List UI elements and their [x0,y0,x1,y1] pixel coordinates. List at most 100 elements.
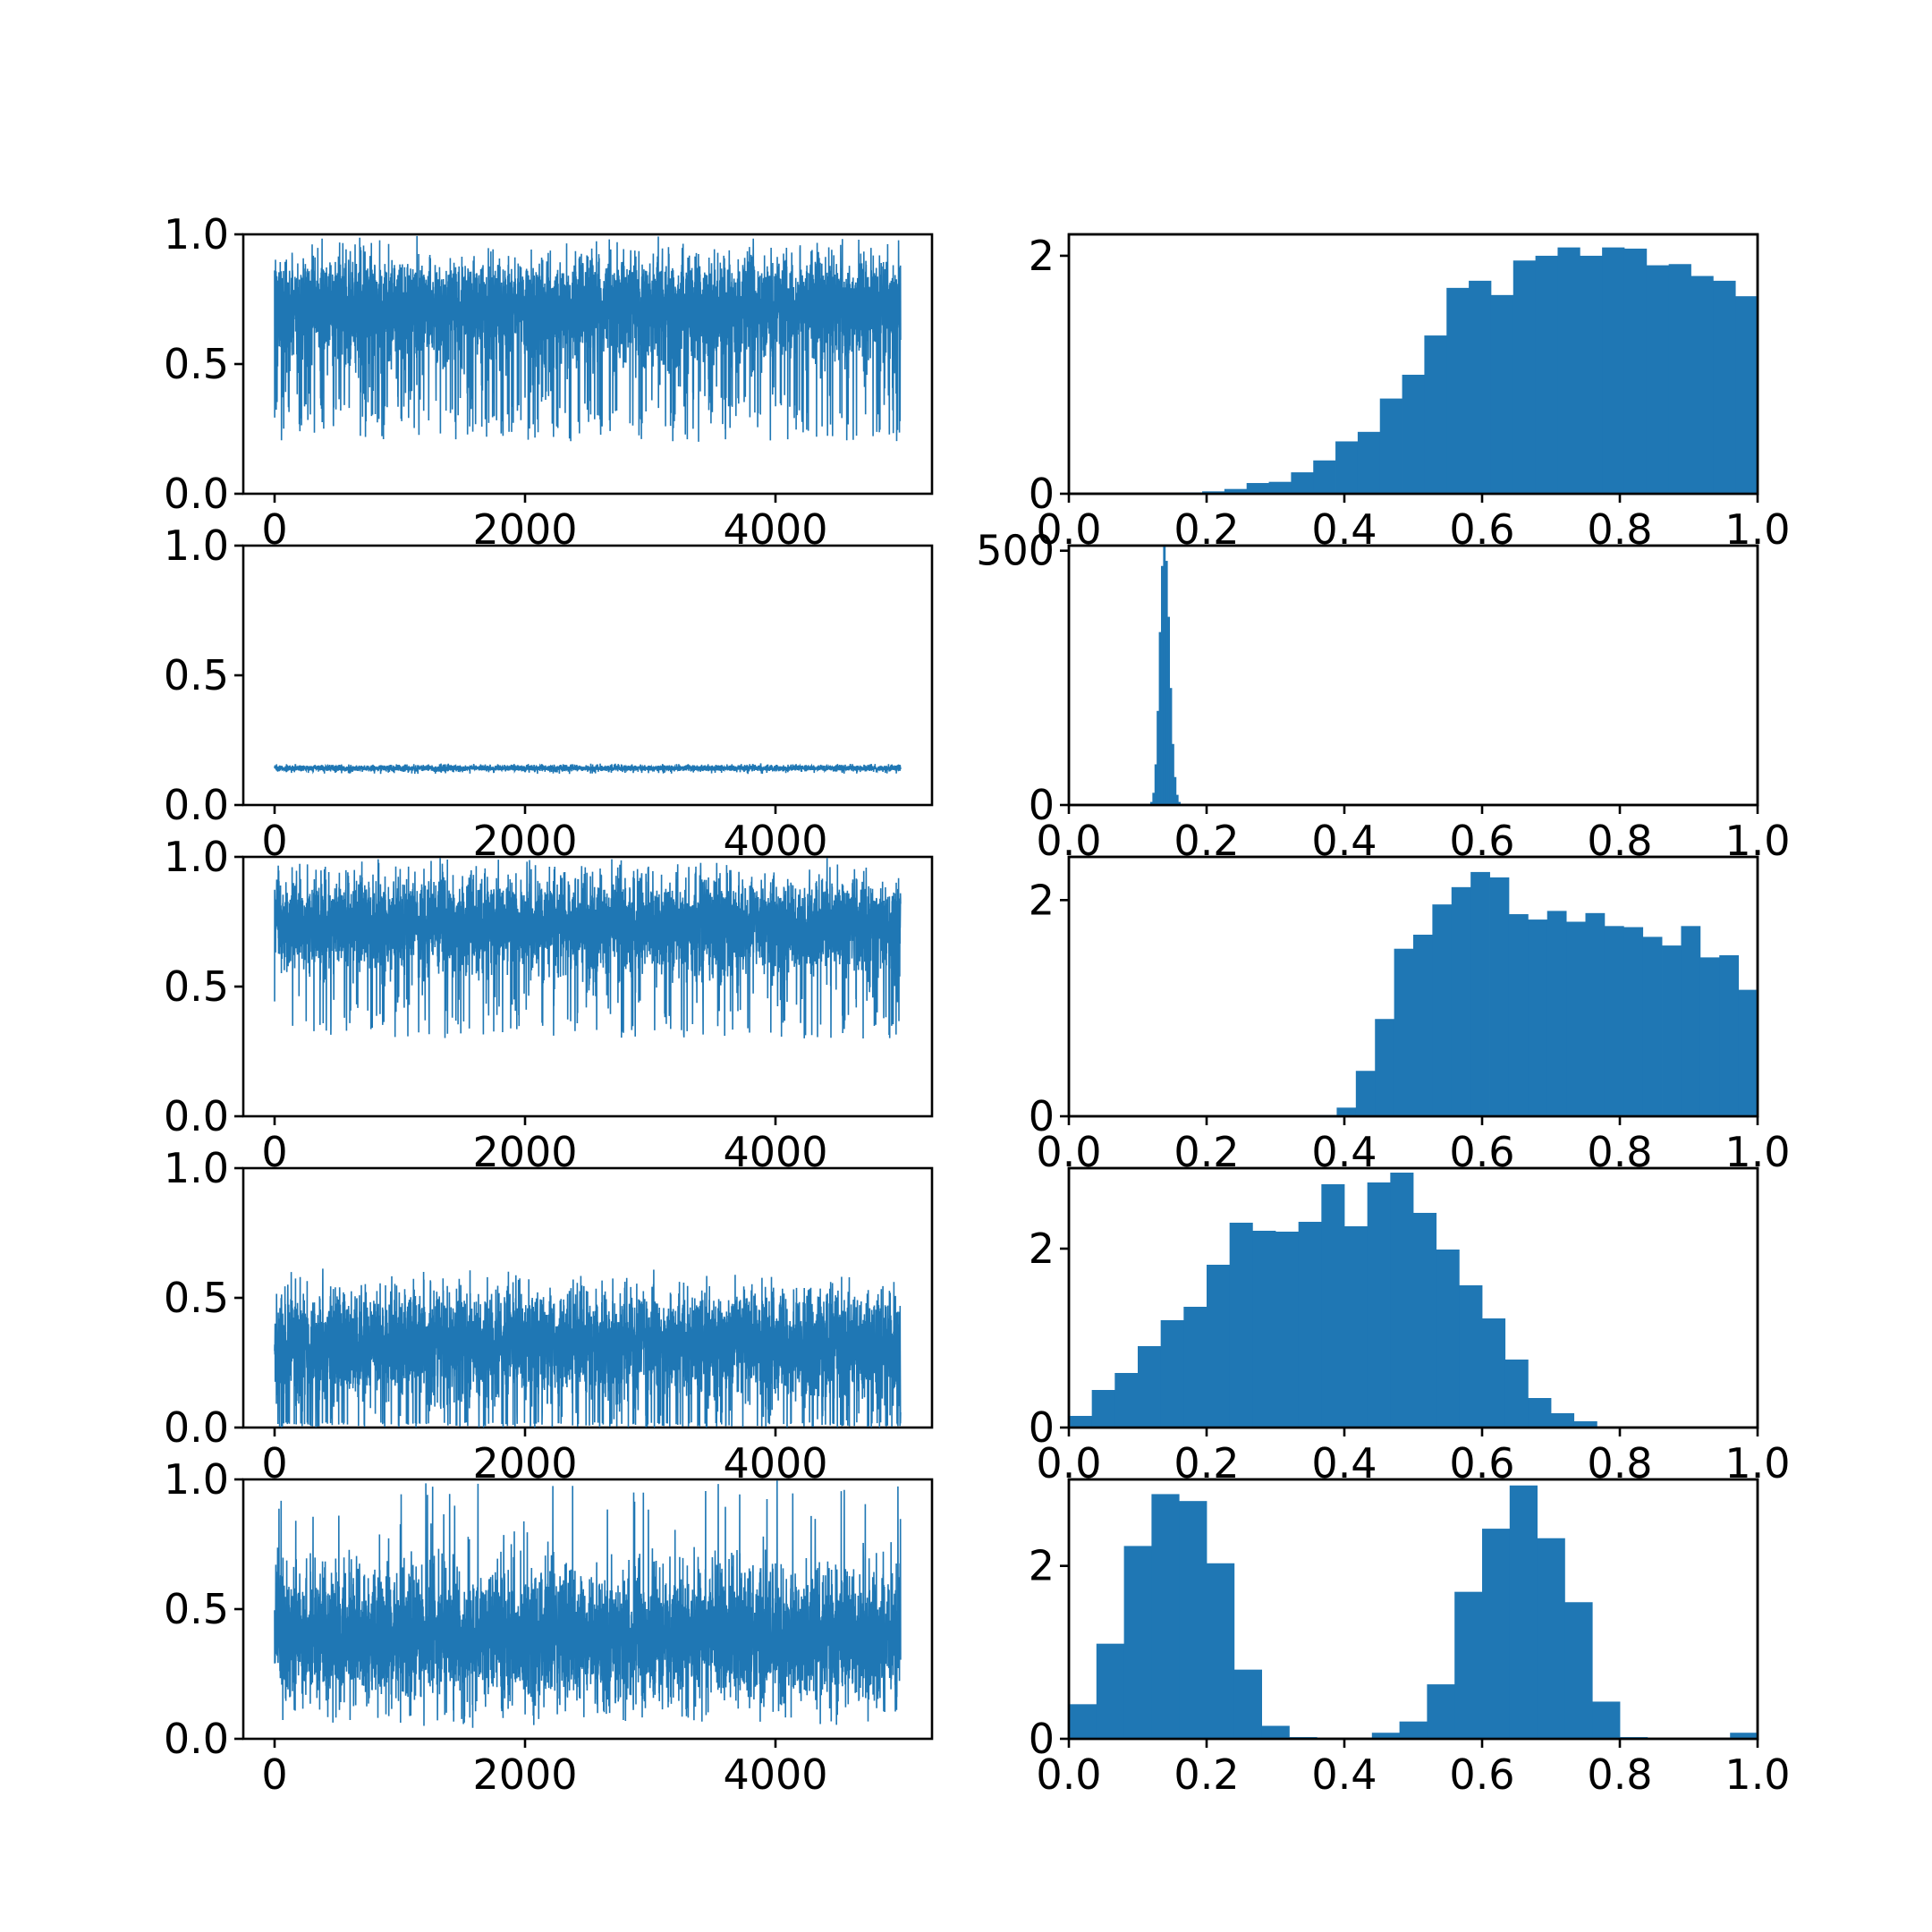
histogram-bar [1662,945,1682,1116]
histogram-bar [1114,1373,1139,1428]
axes-frame-overlay [1067,1166,1759,1429]
trace-line [274,858,902,1039]
histogram-bar [1399,1721,1428,1739]
histogram-bar [1344,1226,1368,1428]
histogram-bar [1482,1318,1506,1428]
histogram-bar [1149,801,1153,805]
histogram-bar [1069,1416,1093,1428]
histogram-bar [1163,546,1166,805]
histogram-bar [1252,1231,1276,1428]
histogram-bar [1564,1602,1593,1739]
y-tick-label: 1.0 [164,833,229,881]
histogram-bar [1246,483,1269,494]
histogram-bar [1490,294,1514,494]
histogram-bar [1623,248,1648,494]
histogram-bar [1123,1546,1152,1739]
histogram-bar [1566,921,1586,1116]
histogram-bar [1642,936,1663,1116]
histogram-bar [1175,794,1179,805]
histogram-bar [1719,954,1740,1116]
histogram-bar [1298,1222,1322,1428]
y-tick-label: 1.0 [164,521,229,570]
histogram-bar [1668,264,1691,494]
histogram-bar [1738,989,1758,1116]
y-tick-label: 2 [1029,876,1055,924]
x-tick-label: 2000 [472,1750,577,1799]
histogram-bar [1528,919,1548,1116]
y-tick-label: 0.5 [164,962,229,1011]
y-tick-label: 0 [1029,781,1055,829]
y-tick-label: 1.0 [164,1144,229,1192]
histogram-bar [1357,431,1381,494]
histogram-bar [1172,743,1174,805]
histogram-bar [1207,1563,1235,1739]
y-tick-label: 1.0 [164,210,229,258]
histogram-bar [1174,776,1177,805]
trace-line [274,235,902,442]
histogram-bar [1157,710,1159,805]
y-tick-label: 0.0 [164,1092,229,1140]
histogram-bar [1580,255,1603,494]
histogram-bar [1275,1232,1300,1428]
histogram-bar [1513,260,1537,494]
histogram-bar [1394,948,1414,1116]
trace-panel-5: 0 2000 4000 0.0 0.5 1.0 [164,1455,934,1799]
histogram-bar [1446,287,1470,494]
histogram-bar [1528,1398,1552,1428]
histogram-bar [1167,616,1171,805]
histogram-bar [1713,280,1736,494]
histogram-bar [1335,441,1359,494]
histogram-bar [1224,488,1248,494]
x-tick-label: 0 [261,1750,287,1799]
histogram-bar [1375,1019,1395,1116]
histogram-bar [1268,481,1292,494]
trace-line [274,1480,902,1728]
y-tick-label: 0 [1029,1715,1055,1763]
x-tick-label: 4000 [723,1750,827,1799]
histogram-bar [1592,1701,1621,1739]
histogram-bar [1623,927,1644,1116]
histogram-bar [1735,296,1758,494]
histogram-bar [1160,565,1164,805]
y-tick-label: 0 [1029,1092,1055,1140]
histogram-bar [1379,398,1402,494]
histogram-bar [1152,792,1156,805]
histogram-bar [1151,1494,1180,1739]
x-tick-label: 0.2 [1174,1750,1239,1799]
histogram-bar [1730,1733,1758,1739]
y-tick-label: 0.5 [164,340,229,388]
histogram-bar [1096,1643,1124,1739]
histogram-bar [1509,1485,1538,1739]
histogram-bar [1424,335,1447,494]
histogram-bar [1233,1669,1262,1739]
histogram-bar [1451,886,1471,1116]
y-tick-label: 2 [1029,1224,1055,1273]
y-tick-label: 0.5 [164,651,229,699]
axes-frame-overlay [1067,855,1759,1118]
y-tick-label: 500 [976,527,1055,575]
histogram-bar [1469,280,1492,494]
histogram-bar [1402,374,1425,494]
histogram-bar [1261,1725,1290,1739]
x-tick-label: 0.4 [1311,1750,1377,1799]
histogram-bar [1535,255,1558,494]
histogram-bar [1178,801,1182,805]
axes-frame-overlay [1067,233,1759,496]
histogram-bar [1681,926,1701,1116]
x-tick-label: 0.6 [1449,1750,1514,1799]
histogram-bar [1508,914,1529,1116]
histogram-bar [1432,904,1453,1116]
histogram-bar [1489,877,1510,1116]
histogram-panel-5: 0.0 0.2 0.4 0.6 0.8 1.0 0 2 [1029,1478,1791,1799]
histogram-bar [1585,912,1606,1116]
trace-line [274,1268,902,1428]
histogram-bar [1291,472,1314,494]
histogram-bar [1229,1223,1253,1428]
histogram-bar [1470,871,1490,1116]
histogram-bar [1454,1591,1483,1739]
histogram-bar [1179,1501,1208,1739]
histogram-bar [1573,1421,1597,1428]
histogram-bar [1371,1733,1400,1739]
